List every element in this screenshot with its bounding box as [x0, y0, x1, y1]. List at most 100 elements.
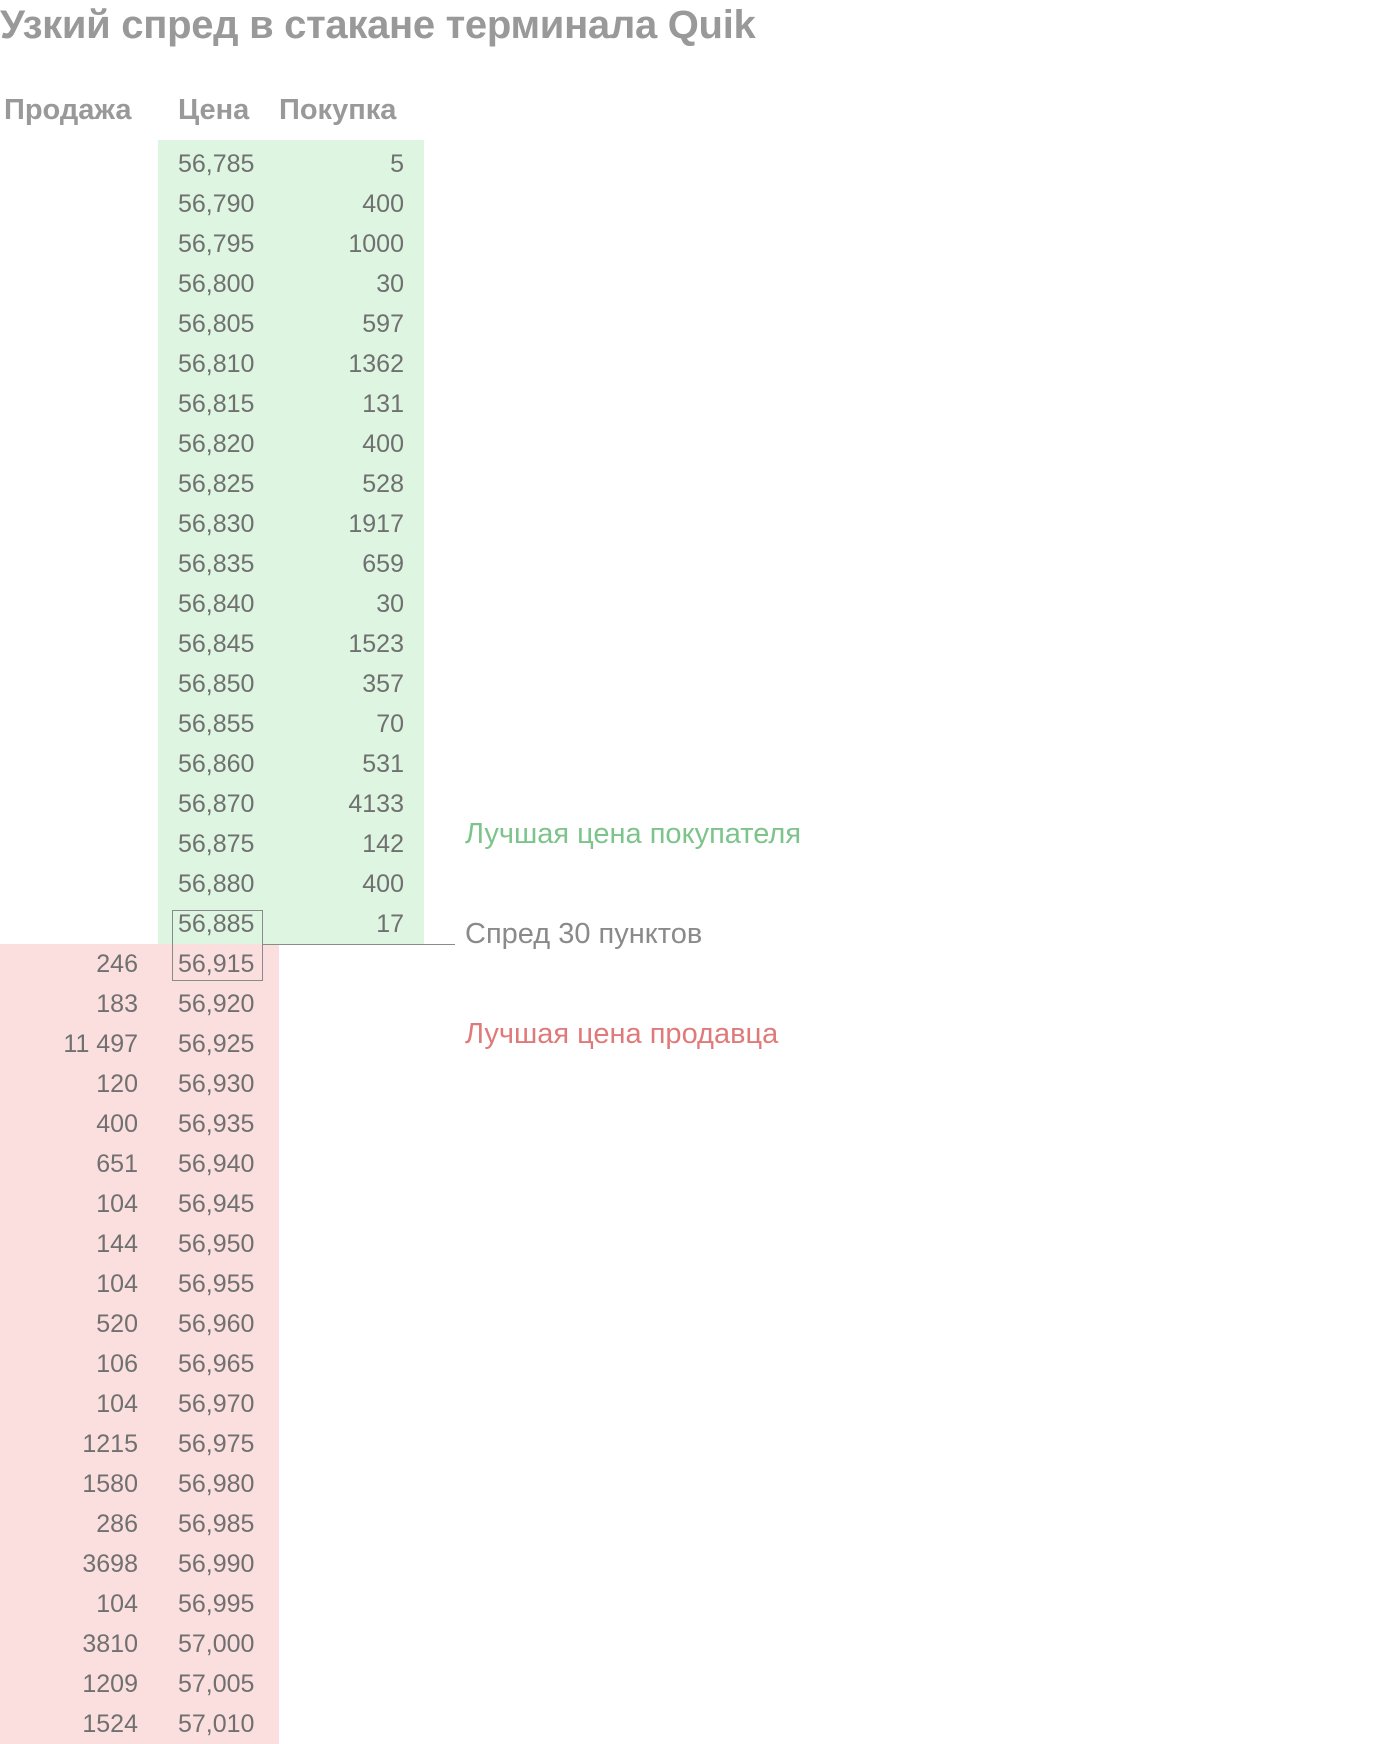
ask-price: 56,975: [178, 1430, 255, 1458]
ask-quantity: 3698: [82, 1550, 138, 1578]
bid-quantity: 70: [376, 710, 404, 738]
ask-row: 183 56,920: [0, 984, 424, 1024]
bid-row: 56,885 17: [0, 904, 424, 944]
ask-row: 1580 56,980: [0, 1464, 424, 1504]
bid-row: 56,830 1917: [0, 504, 424, 544]
bid-quantity: 357: [362, 670, 404, 698]
ask-price: 56,960: [178, 1310, 255, 1338]
ask-row: 286 56,985: [0, 1504, 424, 1544]
bid-quantity: 5: [390, 150, 404, 178]
ask-quantity: 183: [96, 990, 138, 1018]
best-bid-note: Лучшая цена покупателя: [465, 818, 802, 850]
ask-price: 56,980: [178, 1470, 255, 1498]
ask-quantity: 286: [96, 1510, 138, 1538]
bid-row: 56,875 142: [0, 824, 424, 864]
bid-quantity: 1917: [348, 510, 404, 538]
bid-row: 56,850 357: [0, 664, 424, 704]
ask-quantity: 106: [96, 1350, 138, 1378]
ask-quantity: 120: [96, 1070, 138, 1098]
bid-row: 56,815 131: [0, 384, 424, 424]
ask-price: 56,955: [178, 1270, 255, 1298]
bid-row: 56,790 400: [0, 184, 424, 224]
ask-quantity: 1215: [82, 1430, 138, 1458]
spread-highlight-box: [172, 910, 263, 981]
ask-quantity: 104: [96, 1190, 138, 1218]
bid-price: 56,860: [178, 750, 255, 778]
ask-quantity: 104: [96, 1390, 138, 1418]
bid-quantity: 4133: [348, 790, 404, 818]
ask-row: 11 497 56,925: [0, 1024, 424, 1064]
bid-quantity: 1000: [348, 230, 404, 258]
bid-row: 56,880 400: [0, 864, 424, 904]
bid-price: 56,815: [178, 390, 255, 418]
bid-row: 56,855 70: [0, 704, 424, 744]
ask-row: 651 56,940: [0, 1144, 424, 1184]
ask-quantity: 400: [96, 1110, 138, 1138]
ask-price: 56,970: [178, 1390, 255, 1418]
ask-price: 56,985: [178, 1510, 255, 1538]
ask-price: 56,965: [178, 1350, 255, 1378]
ask-row: 104 56,995: [0, 1584, 424, 1624]
bid-price: 56,785: [178, 150, 255, 178]
bid-row: 56,800 30: [0, 264, 424, 304]
ask-quantity: 144: [96, 1230, 138, 1258]
ask-price: 57,000: [178, 1630, 255, 1658]
ask-row: 144 56,950: [0, 1224, 424, 1264]
bid-price: 56,830: [178, 510, 255, 538]
column-header-sell: Продажа: [4, 94, 132, 126]
bid-quantity: 531: [362, 750, 404, 778]
bid-price: 56,810: [178, 350, 255, 378]
ask-quantity: 246: [96, 950, 138, 978]
bid-price: 56,800: [178, 270, 255, 298]
bid-row: 56,870 4133: [0, 784, 424, 824]
bid-price: 56,855: [178, 710, 255, 738]
bid-row: 56,845 1523: [0, 624, 424, 664]
bid-price: 56,840: [178, 590, 255, 618]
bid-row: 56,860 531: [0, 744, 424, 784]
ask-side-background: [0, 944, 279, 1744]
column-header-buy: Покупка: [279, 94, 397, 126]
ask-quantity: 104: [96, 1270, 138, 1298]
ask-quantity: 11 497: [63, 1030, 138, 1058]
bid-price: 56,880: [178, 870, 255, 898]
ask-quantity: 1524: [82, 1710, 138, 1738]
ask-price: 56,920: [178, 990, 255, 1018]
ask-price: 57,010: [178, 1710, 255, 1738]
bid-quantity: 400: [362, 870, 404, 898]
ask-row: 1524 57,010: [0, 1704, 424, 1744]
ask-price: 56,915: [178, 950, 255, 978]
ask-quantity: 651: [96, 1150, 138, 1178]
bid-quantity: 131: [362, 390, 404, 418]
ask-quantity: 1580: [82, 1470, 138, 1498]
ask-row: 1215 56,975: [0, 1424, 424, 1464]
page-title: Узкий спред в стакане терминала Quik: [0, 3, 756, 47]
bid-price: 56,885: [178, 910, 255, 938]
ask-row: 400 56,935: [0, 1104, 424, 1144]
bid-price: 56,835: [178, 550, 255, 578]
bid-price: 56,820: [178, 430, 255, 458]
ask-row: 106 56,965: [0, 1344, 424, 1384]
ask-price: 56,930: [178, 1070, 255, 1098]
bid-quantity: 142: [362, 830, 404, 858]
bid-quantity: 1362: [348, 350, 404, 378]
bid-quantity: 400: [362, 430, 404, 458]
ask-quantity: 520: [96, 1310, 138, 1338]
ask-price: 56,925: [178, 1030, 255, 1058]
ask-quantity: 1209: [82, 1670, 138, 1698]
column-header-price: Цена: [178, 94, 250, 126]
bid-row: 56,795 1000: [0, 224, 424, 264]
ask-row: 104 56,955: [0, 1264, 424, 1304]
bid-quantity: 659: [362, 550, 404, 578]
bid-price: 56,795: [178, 230, 255, 258]
ask-row: 246 56,915: [0, 944, 424, 984]
spread-note: Спред 30 пунктов: [465, 918, 703, 950]
ask-price: 57,005: [178, 1670, 255, 1698]
ask-row: 520 56,960: [0, 1304, 424, 1344]
ask-price: 56,950: [178, 1230, 255, 1258]
ask-row: 104 56,945: [0, 1184, 424, 1224]
bid-quantity: 597: [362, 310, 404, 338]
ask-price: 56,995: [178, 1590, 255, 1618]
ask-row: 120 56,930: [0, 1064, 424, 1104]
bid-row: 56,805 597: [0, 304, 424, 344]
bid-price: 56,875: [178, 830, 255, 858]
